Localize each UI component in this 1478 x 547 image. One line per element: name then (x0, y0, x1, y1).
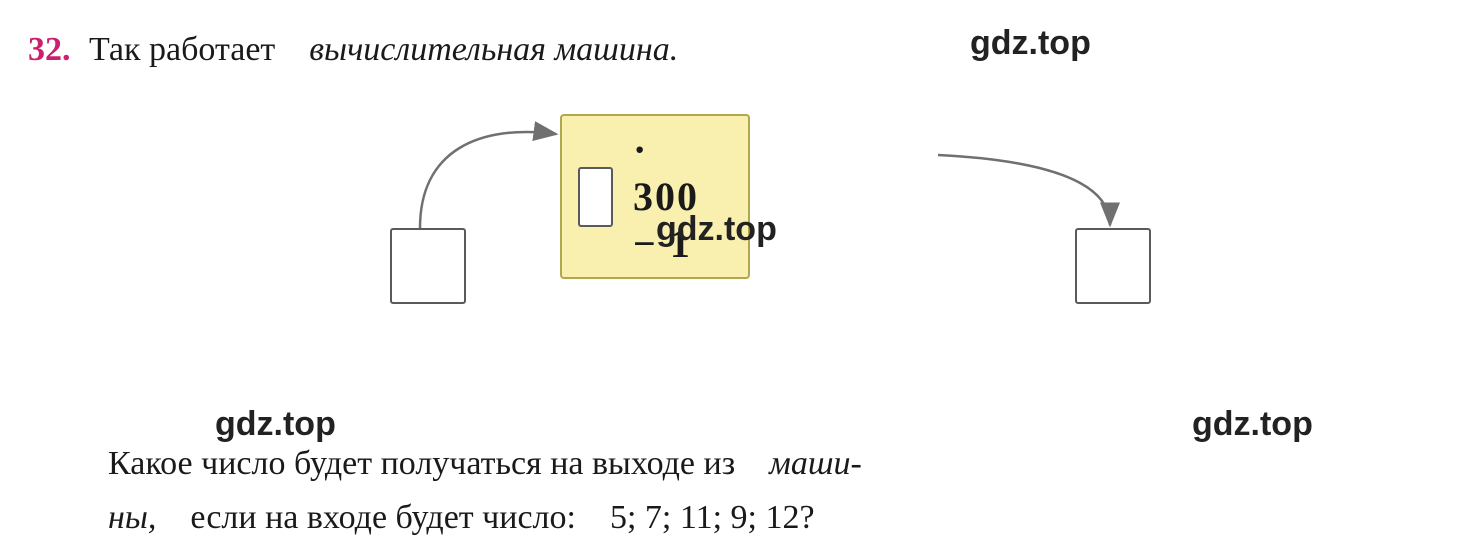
line2-text: Какое число будет получаться на выходе и… (108, 445, 735, 482)
problem-line-3: ны, если на входе будет число: 5; 7; 11;… (108, 498, 815, 539)
line3-text: если на входе будет число: (190, 499, 576, 536)
watermark-bottom-right: gdz.top (1192, 405, 1313, 444)
line3-italic: ны, (108, 499, 156, 536)
watermark-center: gdz.top (656, 210, 777, 249)
line3-numbers: 5; 7; 11; 9; 12? (610, 499, 815, 536)
watermark-bottom-left: gdz.top (215, 405, 336, 444)
problem-line-2: Какое число будет получаться на выходе и… (108, 444, 1448, 485)
line2-italic: маши- (769, 445, 862, 482)
arrow-op-to-output-icon (0, 0, 1478, 400)
